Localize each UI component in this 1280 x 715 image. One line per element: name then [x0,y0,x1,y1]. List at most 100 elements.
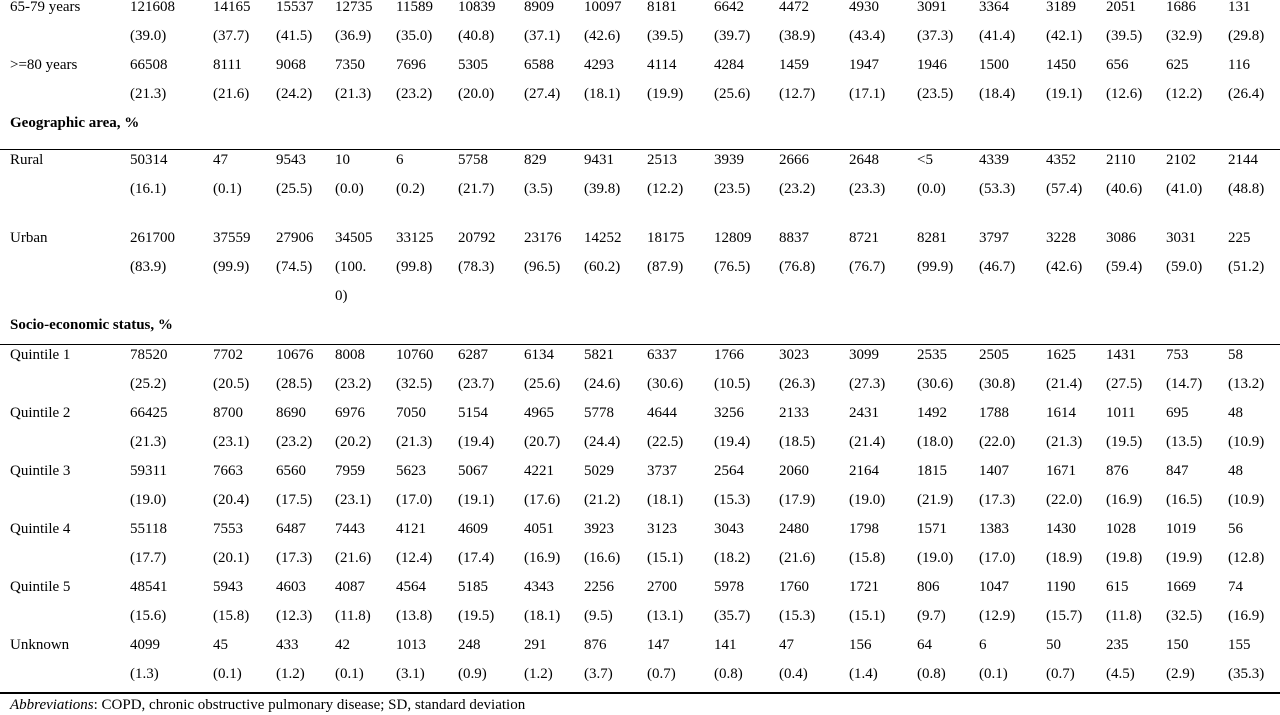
percent-cell: (99.9) [917,259,954,275]
percent-cell: (36.9) [335,28,372,44]
count-cell: 8700 [213,405,243,421]
percent-cell: (1.3) [130,666,159,682]
percent-cell: (19.0) [130,492,167,508]
percent-cell: (39.5) [647,28,684,44]
count-cell: 1946 [917,57,947,73]
percent-cell: (99.8) [396,259,433,275]
count-cell: 5943 [213,579,243,595]
count-cell: 6487 [276,521,306,537]
count-cell: 1019 [1166,521,1196,537]
percent-cell: (23.2) [396,86,433,102]
count-cell: 1766 [714,347,744,363]
count-cell: 48541 [130,579,168,595]
count-cell: <5 [917,152,933,168]
count-cell: 50314 [130,152,168,168]
percent-cell: (74.5) [276,259,313,275]
percent-cell: (12.7) [779,86,816,102]
percent-cell: (22.0) [979,434,1016,450]
percent-cell: (21.4) [1046,376,1083,392]
row-label: Quintile 1 [10,347,71,363]
percent-cell: (15.3) [714,492,751,508]
count-cell: 656 [1106,57,1129,73]
count-cell: 847 [1166,463,1189,479]
percent-cell: (17.9) [779,492,816,508]
count-cell: 33125 [396,230,434,246]
count-cell: 3737 [647,463,677,479]
percent-cell: (83.9) [130,259,167,275]
percent-cell: (21.6) [335,550,372,566]
count-cell: 2133 [779,405,809,421]
count-cell: 2060 [779,463,809,479]
count-cell: 10 [335,152,350,168]
count-cell: 8721 [849,230,879,246]
percent-cell: (30.6) [917,376,954,392]
percent-cell: (42.6) [584,28,621,44]
percent-cell: (19.4) [458,434,495,450]
percent-cell: (16.9) [524,550,561,566]
percent-cell: (19.9) [647,86,684,102]
count-cell: 261700 [130,230,175,246]
count-cell: 1625 [1046,347,1076,363]
count-cell: 4564 [396,579,426,595]
count-cell: 58 [1228,347,1243,363]
count-cell: 8909 [524,0,554,15]
count-cell: 4603 [276,579,306,595]
count-cell: 829 [524,152,547,168]
percent-cell: (18.4) [979,86,1016,102]
percent-cell: (21.7) [458,181,495,197]
count-cell: 5978 [714,579,744,595]
count-cell: 7663 [213,463,243,479]
percent-cell: (38.9) [779,28,816,44]
count-cell: 4352 [1046,152,1076,168]
count-cell: 7443 [335,521,365,537]
row-label: Urban [10,230,48,246]
percent-cell: (15.3) [779,608,816,624]
percent-cell: (15.1) [647,550,684,566]
count-cell: 7959 [335,463,365,479]
count-cell: 2431 [849,405,879,421]
percent-cell: (12.4) [396,550,433,566]
count-cell: 6560 [276,463,306,479]
count-cell: 4221 [524,463,554,479]
abbreviations-label: Abbreviations [10,697,94,713]
count-cell: 3939 [714,152,744,168]
count-cell: 8008 [335,347,365,363]
count-cell: 1500 [979,57,1009,73]
count-cell: 4114 [647,57,677,73]
count-cell: 1430 [1046,521,1076,537]
count-cell: 806 [917,579,940,595]
percent-cell: (19.4) [714,434,751,450]
count-cell: 9543 [276,152,306,168]
table-bottom-rule [0,692,1280,694]
percent-cell: (18.5) [779,434,816,450]
count-cell: 7553 [213,521,243,537]
percent-cell: (0.7) [647,666,676,682]
count-cell: 150 [1166,637,1189,653]
count-cell: 18175 [647,230,685,246]
percent-cell: (21.3) [130,434,167,450]
percent-cell: (19.0) [849,492,886,508]
percent-cell: (0.1) [213,666,242,682]
percent-cell: (29.8) [1228,28,1265,44]
count-cell: 1431 [1106,347,1136,363]
count-cell: 37559 [213,230,251,246]
count-cell: 45 [213,637,228,653]
count-cell: 1190 [1046,579,1076,595]
count-cell: 5029 [584,463,614,479]
percent-cell: (21.3) [396,434,433,450]
count-cell: 20792 [458,230,496,246]
percent-cell: (12.2) [647,181,684,197]
count-cell: 10839 [458,0,496,15]
count-cell: 3023 [779,347,809,363]
percent-cell: (13.2) [1228,376,1265,392]
count-cell: 7350 [335,57,365,73]
count-cell: 4121 [396,521,426,537]
percent-cell: (23.2) [335,376,372,392]
count-cell: 48 [1228,463,1243,479]
percent-cell: (32.9) [1166,28,1203,44]
percent-cell: (22.0) [1046,492,1083,508]
count-cell: 116 [1228,57,1250,73]
count-cell: 625 [1166,57,1189,73]
percent-cell: (21.3) [1046,434,1083,450]
count-cell: 876 [1106,463,1129,479]
